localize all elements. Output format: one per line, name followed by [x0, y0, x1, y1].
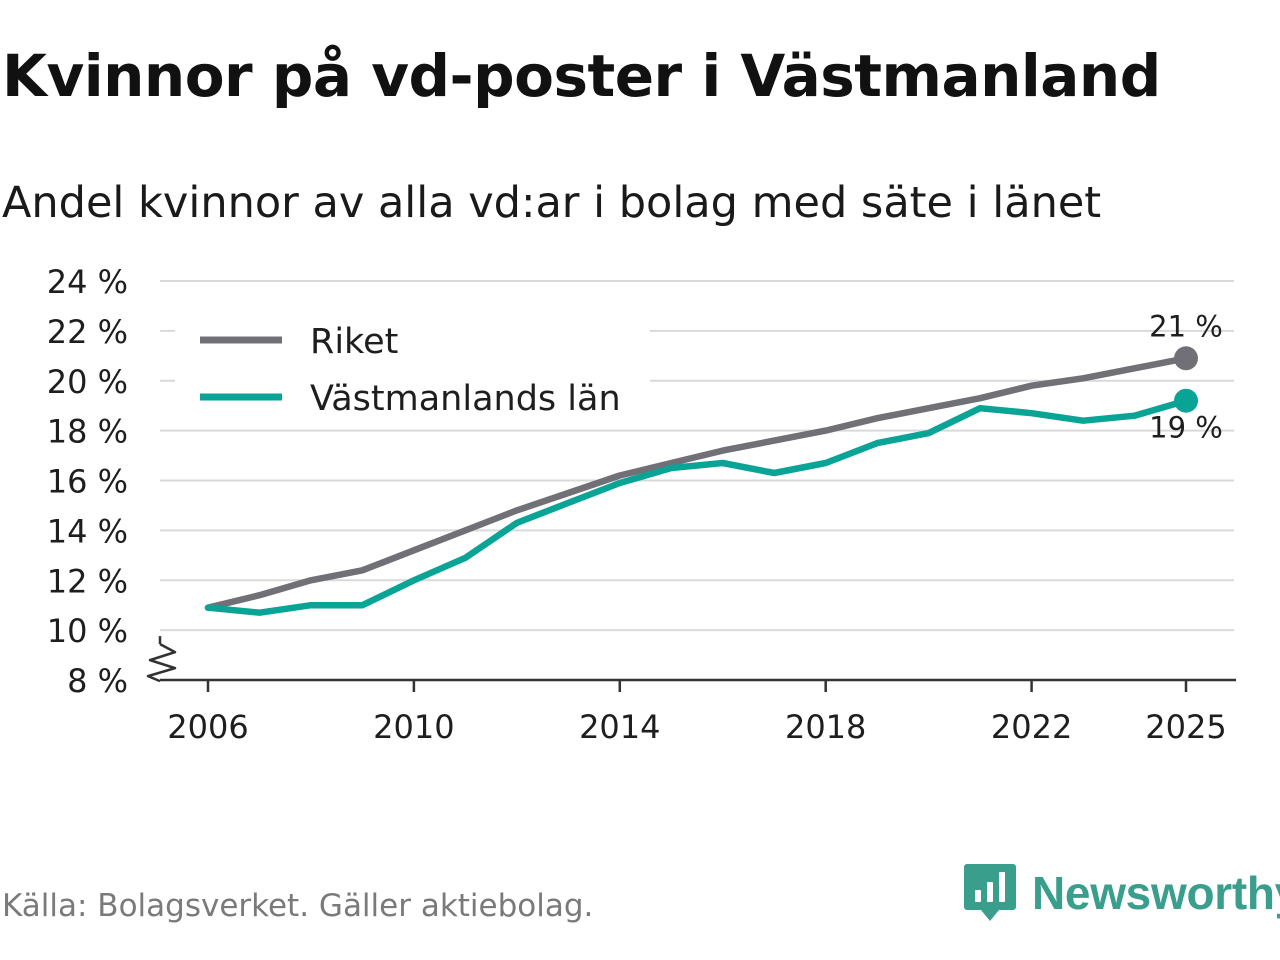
y-tick-label: 16 %	[47, 463, 128, 501]
brand-name: Newsworthy	[1032, 867, 1280, 919]
y-tick-label: 8 %	[67, 662, 128, 700]
line-chart: 8 % 10 % 12 % 14 % 16 % 18 % 20 % 22 % 24 % 2006…	[47, 263, 1236, 746]
chart-title: Kvinnor på vd-poster i Västmanland	[2, 42, 1161, 110]
series-lines	[204, 346, 1198, 616]
y-tick-label: 20 %	[47, 363, 128, 401]
series-line-riket	[204, 355, 1190, 611]
legend-label: Västmanlands län	[310, 379, 621, 419]
source-note: Källa: Bolagsverket. Gäller aktiebolag.	[2, 888, 594, 924]
y-tick-label: 24 %	[47, 263, 128, 301]
y-axis: 8 % 10 % 12 % 14 % 16 % 18 % 20 % 22 % 24 %	[47, 263, 177, 700]
end-labels: 21 % 19 %	[1149, 309, 1223, 444]
y-tick-label: 10 %	[47, 612, 128, 650]
x-tick-label: 2010	[373, 708, 454, 746]
y-tick-label: 22 %	[47, 313, 128, 351]
newsworthy-logo: Newsworthy	[964, 864, 1280, 922]
x-tick-label: 2025	[1145, 708, 1226, 746]
x-tick-label: 2006	[167, 708, 248, 746]
chart-subtitle: Andel kvinnor av alla vd:ar i bolag med …	[2, 178, 1102, 228]
x-tick-label: 2014	[579, 708, 660, 746]
legend-background	[175, 362, 650, 418]
end-point-marker	[1174, 346, 1198, 371]
x-tick-label: 2022	[991, 708, 1072, 746]
y-tick-label: 14 %	[47, 512, 128, 550]
axis-break-symbol	[146, 643, 177, 683]
end-label-riket: 21 %	[1149, 309, 1223, 343]
y-tick-label: 18 %	[47, 413, 128, 451]
y-tick-label: 12 %	[47, 562, 128, 600]
legend-background	[175, 305, 650, 361]
series-line-vastmanland	[204, 397, 1190, 616]
x-axis: 2006 2010 2014 2018 2022 2025	[160, 678, 1236, 746]
newsworthy-logo-icon	[964, 864, 1016, 921]
legend-label: Riket	[310, 322, 398, 362]
legend: Riket Västmanlands län	[175, 305, 650, 419]
x-tick-label: 2018	[785, 708, 866, 746]
end-label-vastmanland: 19 %	[1149, 411, 1223, 445]
end-point-marker	[1174, 388, 1198, 413]
